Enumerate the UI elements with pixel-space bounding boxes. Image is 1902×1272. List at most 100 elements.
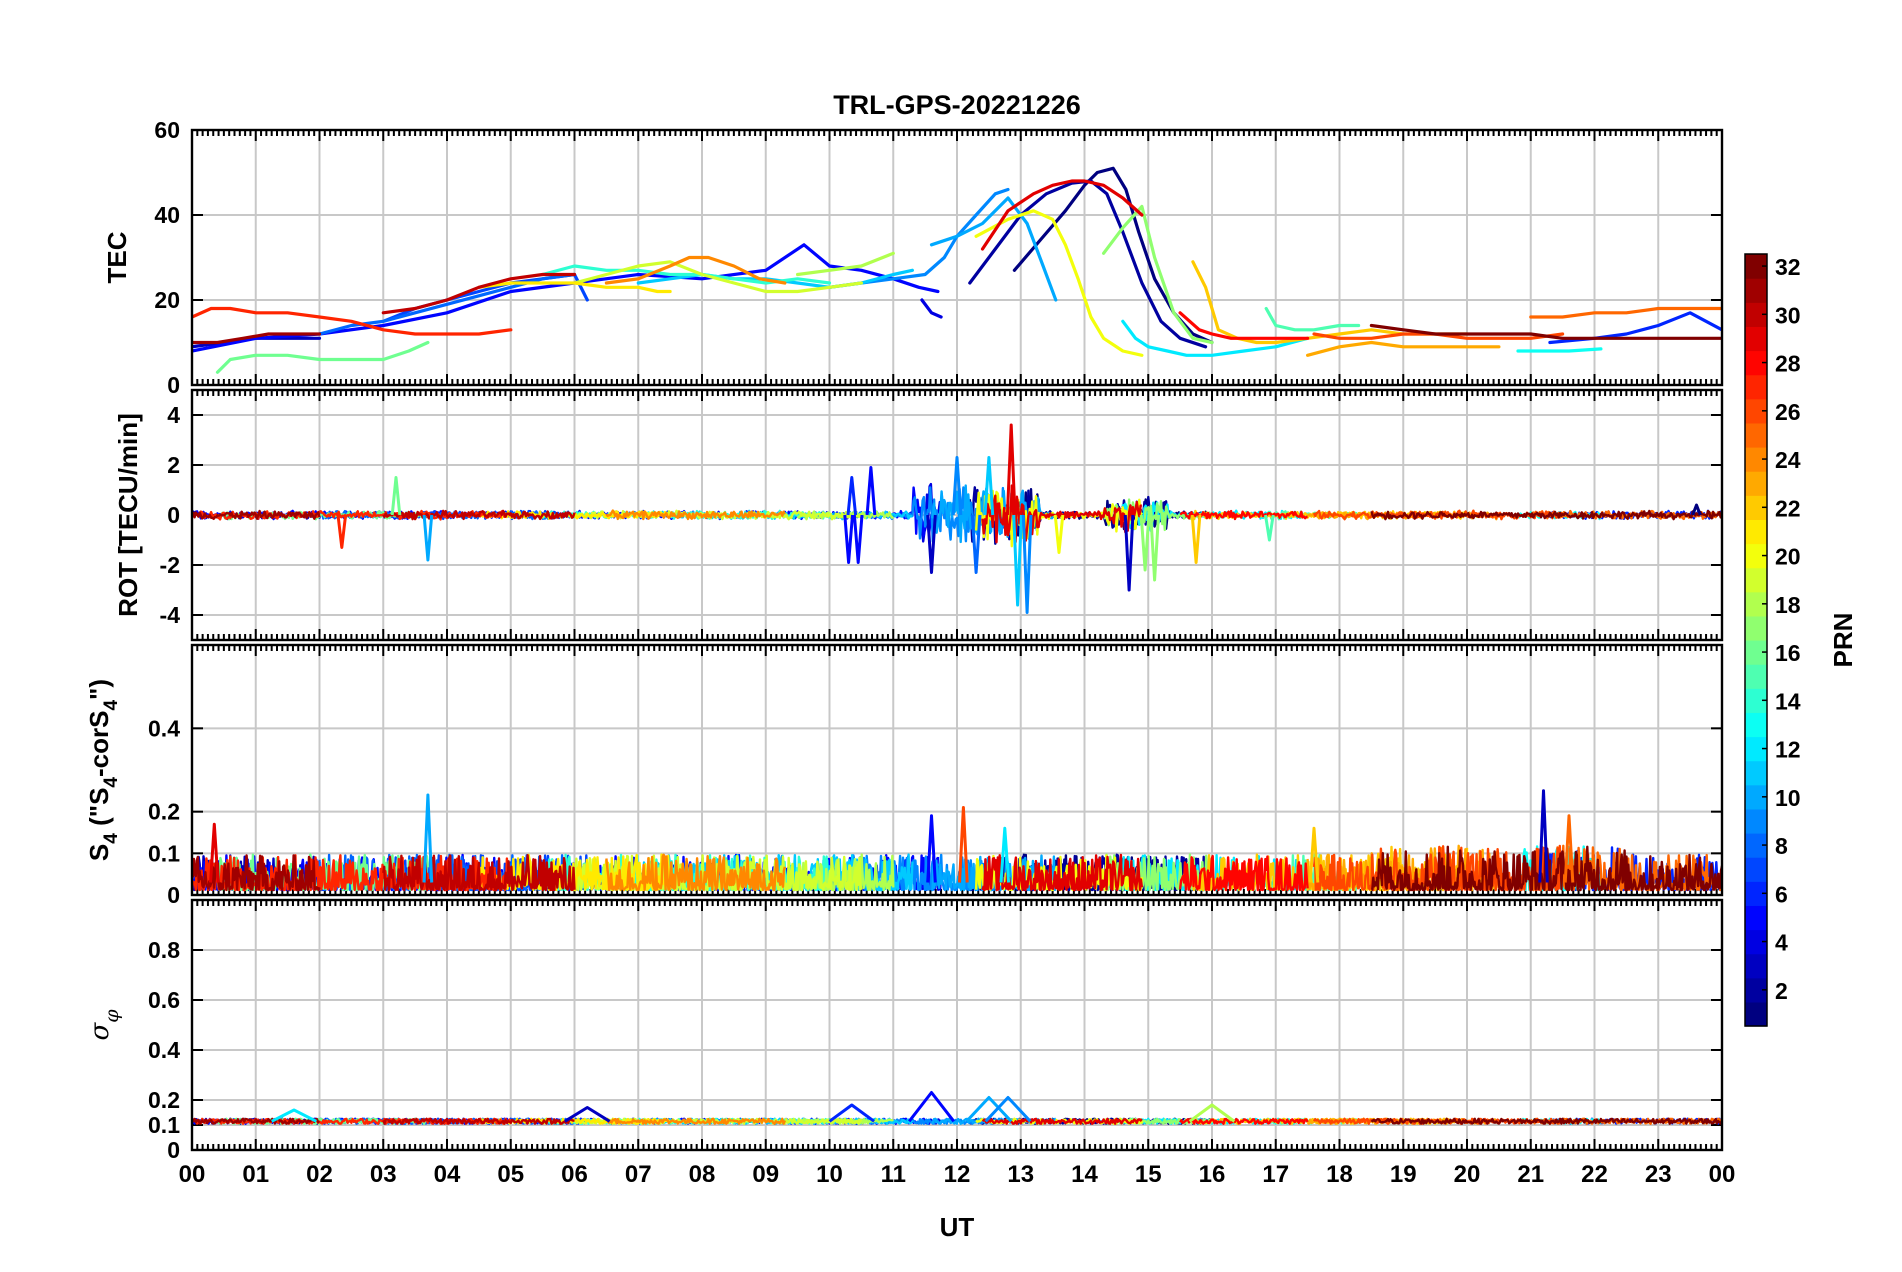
rot-spike	[336, 514, 348, 549]
s4-spike	[209, 822, 220, 883]
colorbar-cell	[1745, 808, 1767, 834]
colorbar-frame	[1744, 253, 1768, 1027]
rot-spike	[1005, 423, 1017, 516]
rot-spike	[1190, 514, 1202, 564]
tec-series-prn-25	[1529, 306, 1722, 319]
plot-area-rot	[192, 423, 1722, 614]
colorbar-cell	[1745, 977, 1767, 1003]
sigphi-spike	[271, 1108, 317, 1123]
panel-frame-s4	[190, 643, 1724, 897]
panel-tec: 0 20 40 60 TEC	[102, 117, 1724, 398]
colorbar-cell	[1745, 760, 1767, 786]
y-tick-label-tec: 0	[167, 372, 180, 398]
colorbar-cell	[1745, 567, 1767, 593]
tec-series-prn-24	[604, 255, 787, 285]
y-axis-label-part: 4	[101, 700, 122, 711]
y-tick-label-sigphi: 0.2	[148, 1087, 180, 1113]
y-axis-label-part: -corS	[84, 711, 114, 777]
colorbar-tick-label: 14	[1775, 688, 1801, 714]
colorbar-cell	[1745, 447, 1767, 472]
s4-series-prn-31	[192, 854, 321, 892]
rot-series-prn-24	[605, 509, 786, 521]
y-tick-label-sigphi: 0.4	[148, 1037, 180, 1063]
tec-series-prn-12	[1121, 319, 1310, 357]
y-tick-label-s4: 0.1	[148, 840, 180, 866]
y-tick-label-rot: 4	[167, 402, 180, 428]
colorbar-tick-label: 20	[1775, 544, 1801, 570]
colorbar-cell	[1745, 929, 1767, 955]
y-tick-label-rot: 0	[167, 502, 180, 528]
y-axis-label-part: φ	[101, 1009, 123, 1023]
rot-spike	[970, 514, 982, 574]
x-tick-label: 02	[306, 1161, 333, 1188]
rot-spike	[983, 456, 995, 516]
plot-area-s4	[192, 789, 1722, 892]
tec-series-prn-16	[215, 340, 430, 374]
y-tick-label-rot: 2	[167, 452, 180, 478]
colorbar-cell	[1745, 905, 1767, 931]
colorbar-cell	[1745, 881, 1767, 906]
colorbar-tick-label: 28	[1775, 351, 1801, 377]
y-tick-label-sigphi: 0	[167, 1137, 180, 1163]
y-tick-label-tec: 60	[154, 117, 180, 143]
rot-spike	[951, 456, 963, 516]
colorbar-cell	[1745, 688, 1767, 713]
tec-series-prn-32	[1369, 323, 1722, 340]
colorbar-tick-label: 4	[1775, 930, 1788, 956]
tec-series-prn-5	[192, 243, 940, 353]
tec-series-prn-21	[477, 281, 672, 294]
s4-series-prn-30	[382, 854, 576, 892]
panel-frame-tec	[190, 128, 1724, 387]
sigphi-series-prn-31	[192, 1117, 320, 1125]
colorbar-tick-label: 30	[1775, 302, 1801, 328]
colorbar-cell	[1745, 398, 1767, 424]
y-tick-label-tec: 20	[154, 287, 180, 313]
panel-frame-rot	[190, 388, 1724, 642]
y-axis-label-tec: TEC	[102, 231, 132, 283]
tec-series-prn-27	[192, 306, 513, 336]
colorbar-tick-label: 16	[1775, 640, 1801, 666]
colorbar-cell	[1745, 736, 1767, 762]
x-tick-label: 10	[816, 1161, 843, 1188]
y-tick-label-rot: -4	[160, 602, 181, 628]
rot-spike	[1012, 514, 1023, 607]
sigphi-spike	[564, 1106, 611, 1123]
rot-spike	[1149, 514, 1160, 582]
sigphi-series-prn-24	[605, 1117, 787, 1125]
rot-spike	[846, 476, 858, 516]
colorbar-cell	[1745, 278, 1767, 303]
rot-spike	[422, 514, 434, 562]
colorbar-cell	[1745, 374, 1767, 400]
y-axis-label-part: ("S	[84, 788, 114, 834]
tec-series-prn-30	[381, 272, 577, 315]
tec-series-prn-22	[1191, 260, 1469, 345]
y-axis-label-part: σ	[85, 1022, 115, 1041]
colorbar-cell	[1745, 591, 1767, 617]
x-tick-label: 23	[1645, 1161, 1672, 1188]
rot-spike	[1021, 514, 1033, 614]
y-tick-label-tec: 40	[154, 202, 180, 228]
sigphi-series-prn-30	[382, 1117, 575, 1125]
x-tick-label: 08	[689, 1161, 716, 1188]
x-tick-label: 04	[434, 1161, 461, 1188]
colorbar-cell	[1745, 495, 1767, 520]
x-tick-label: 16	[1199, 1161, 1226, 1188]
colorbar-cell	[1745, 664, 1767, 689]
tec-series-prn-31	[192, 332, 322, 345]
x-tick-label: 22	[1581, 1161, 1608, 1188]
colorbar-cell	[1745, 640, 1767, 665]
x-tick-label: 11	[881, 1161, 906, 1188]
rot-spike	[390, 476, 402, 516]
y-tick-label-sigphi: 0.8	[148, 937, 180, 963]
sigphi-series-prn-32	[1370, 1117, 1722, 1125]
colorbar-cell	[1745, 254, 1767, 279]
colorbar-cell	[1745, 784, 1767, 810]
x-tick-label: 00	[1709, 1161, 1736, 1188]
tec-series-prn-13	[1516, 347, 1603, 353]
s4-spike	[926, 814, 937, 883]
x-tick-label: 14	[1071, 1161, 1098, 1188]
colorbar-tick-label: 12	[1775, 737, 1801, 763]
rot-series-prn-32	[1370, 509, 1722, 521]
s4-series-prn-28	[1178, 854, 1309, 892]
tec-series-prn-28	[1178, 311, 1310, 340]
